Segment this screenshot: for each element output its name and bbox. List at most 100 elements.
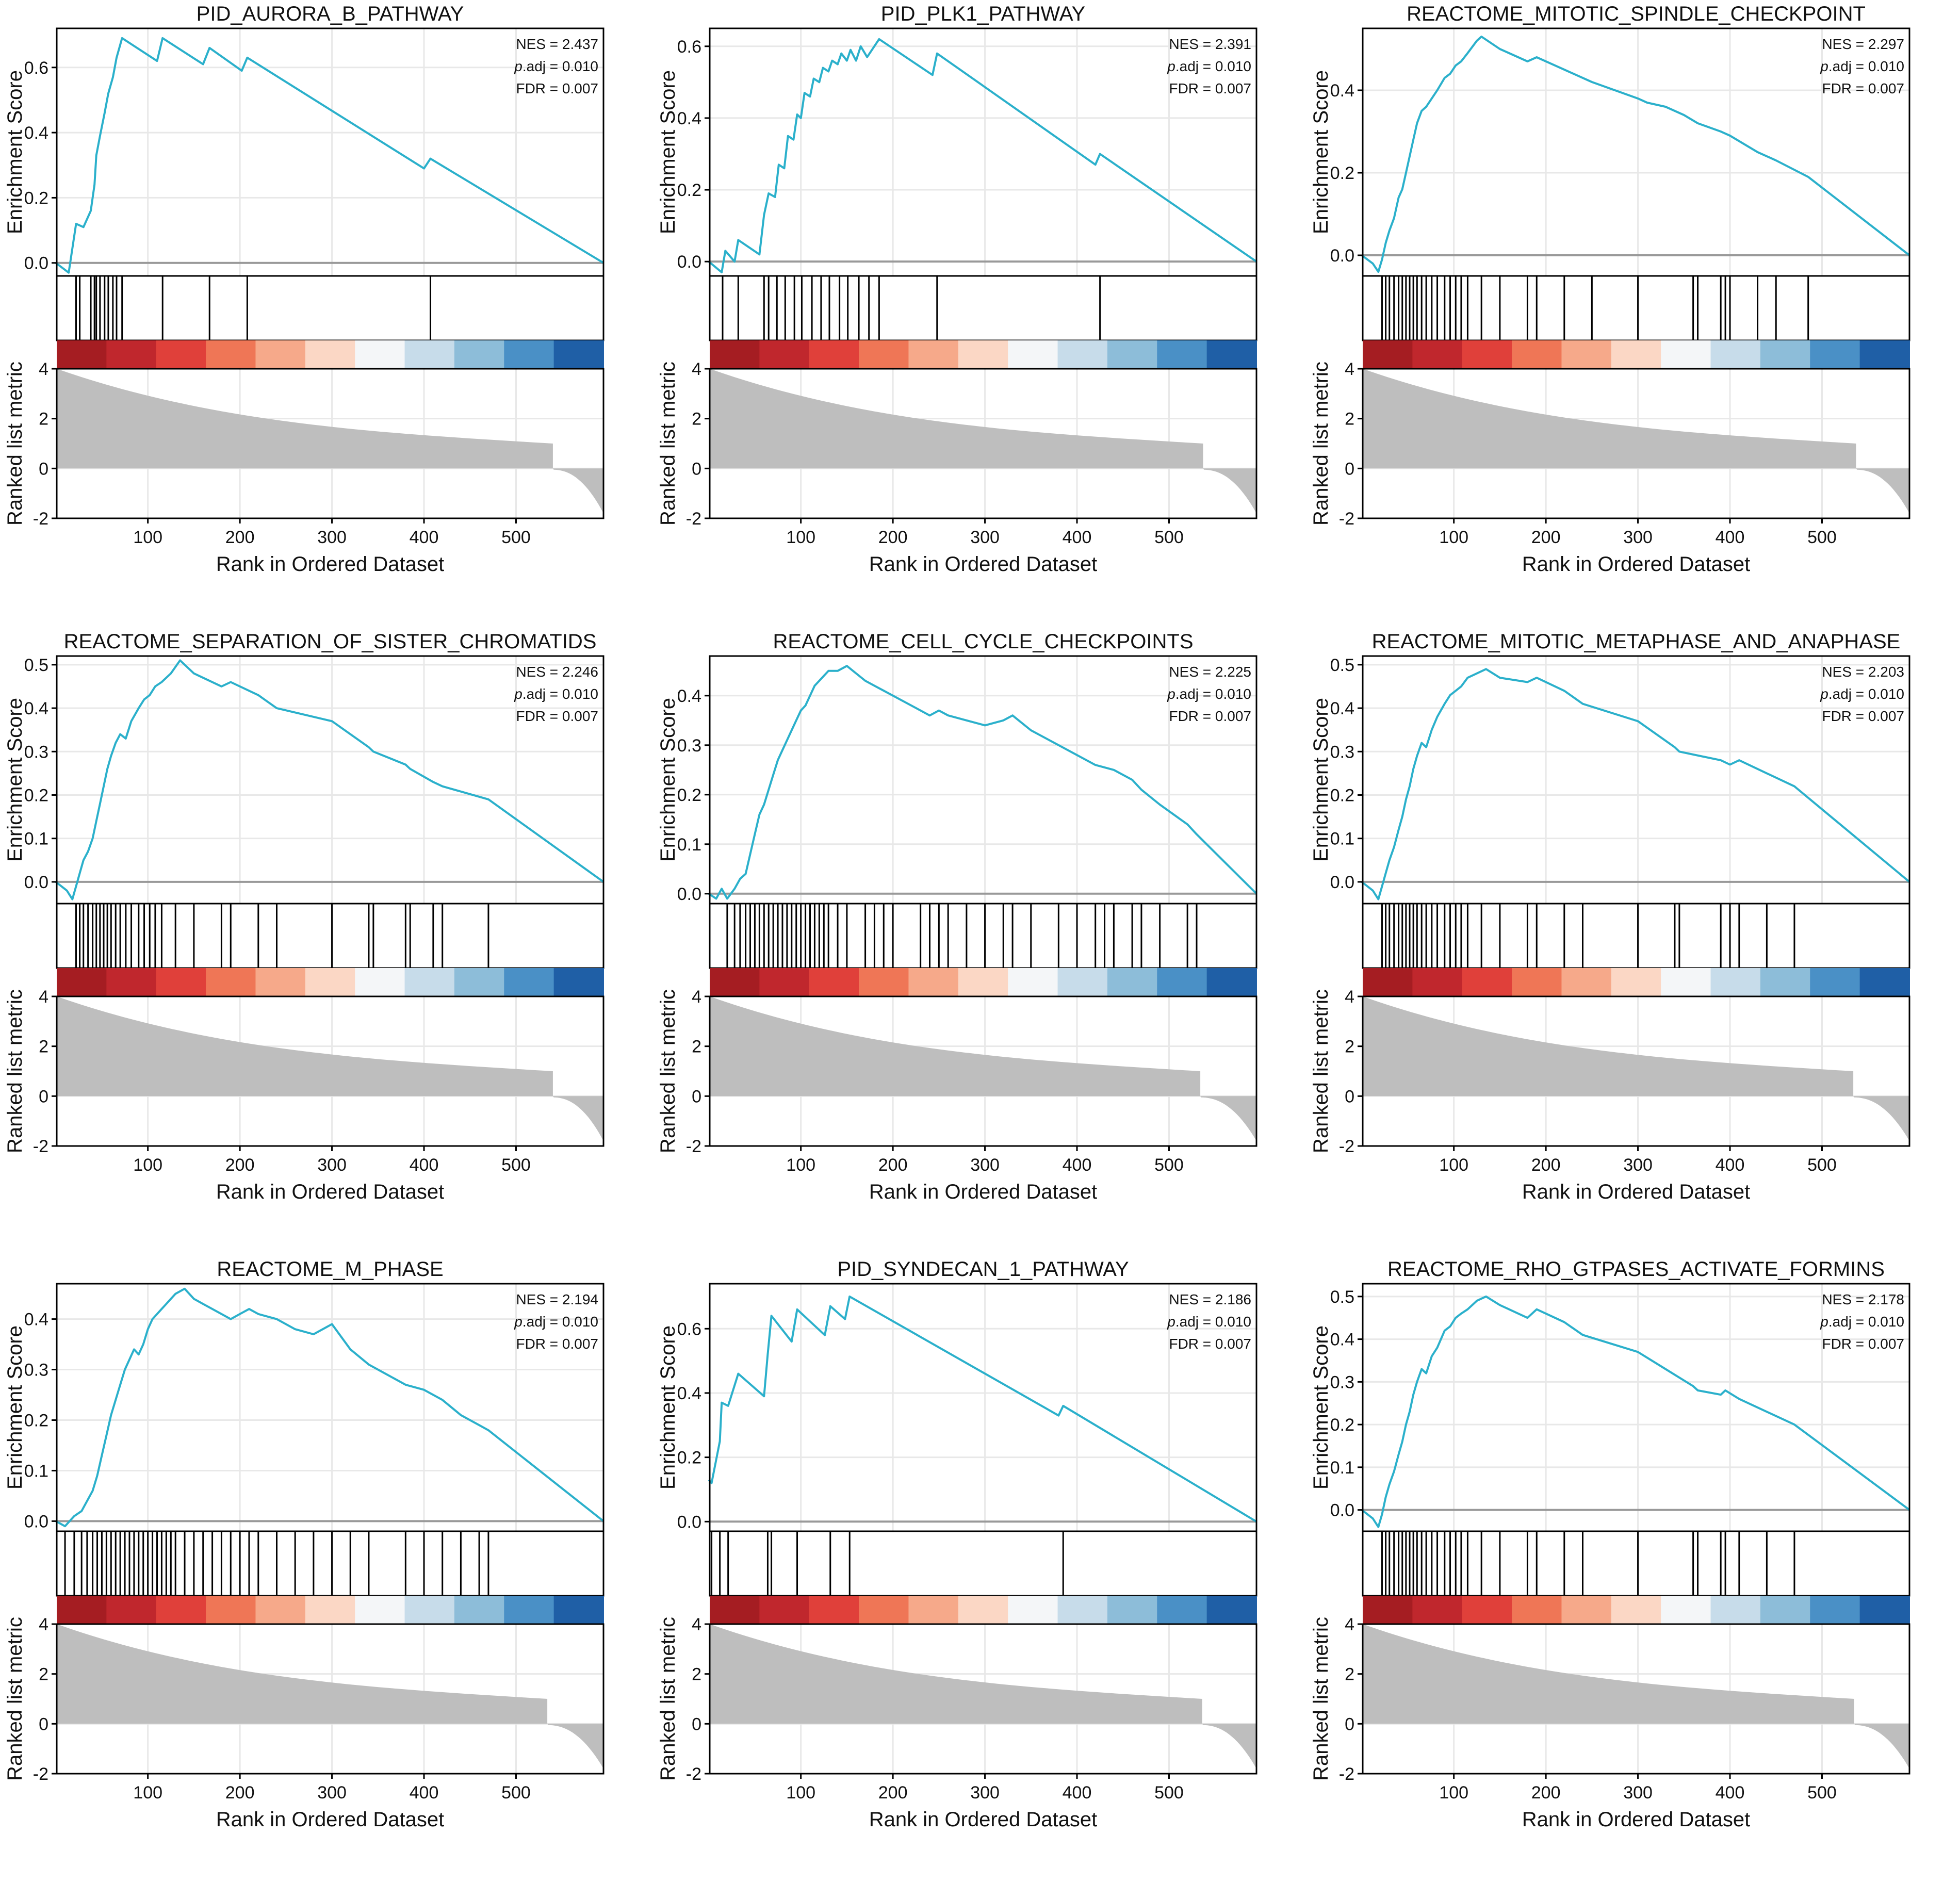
y-tick-label: 0 [1345,1087,1354,1106]
heat-segment [710,1596,760,1624]
padj-p: p [1820,58,1828,74]
y-tick-label: 0.2 [677,785,701,805]
nes-label: NES = 2.186 [1169,1291,1251,1307]
chart-title: REACTOME_RHO_GTPASES_ACTIVATE_FORMINS [1387,1258,1885,1281]
padj-value: = 0.010 [546,58,598,74]
fdr-label: FDR = 0.007 [1169,708,1251,724]
x-tick-label: 300 [1623,528,1653,547]
ranked-frame [1362,1623,1910,1775]
y-tick-label: 0.4 [24,123,48,143]
nes-label: NES = 2.437 [516,36,598,52]
x-tick-label: 400 [410,1155,439,1175]
y-tick-label: 4 [39,987,48,1007]
heat-segment [1810,340,1860,369]
fdr-label: FDR = 0.007 [516,80,598,96]
fdr-label: FDR = 0.007 [516,1336,598,1352]
ranked-metric-area [57,996,603,1141]
gsea-panel: REACTOME_MITOTIC_SPINDLE_CHECKPOINT 0.0 0.… [1306,0,1959,628]
heat-segment [1810,968,1860,996]
heat-segment [106,1596,157,1624]
x-axis-label: Rank in Ordered Dataset [869,553,1097,576]
x-axis-label: Rank in Ordered Dataset [216,1808,444,1831]
heat-segment [305,968,356,996]
x-tick-label: 200 [878,1783,908,1803]
y-tick-label: 0.2 [24,1411,48,1430]
heat-segment [553,340,604,369]
x-tick-label: 200 [225,528,255,547]
gsea-panel: PID_SYNDECAN_1_PATHWAY 0.0 0.2 0.4 0.6 Enrich… [653,1255,1306,1883]
heat-segment [1611,340,1662,369]
y-tick-label: 0 [1345,1714,1354,1734]
y-tick-label: 4 [1345,1615,1354,1634]
heat-segment [1157,1596,1207,1624]
heat-segment [57,968,107,996]
heat-segment [1859,1596,1910,1624]
heat-segment [404,340,455,369]
heat-segment [1157,968,1207,996]
y-tick-label: 0.4 [1330,699,1354,718]
padj-label: p.adj = 0.010 [1167,58,1251,74]
y-axis-label-es: Enrichment Score [1310,70,1332,234]
heat-segment [759,968,810,996]
y-axis-label-ranked: Ranked list metric [1310,362,1332,526]
ranked-frame [709,1623,1257,1775]
ranked-metric-area [1363,1624,1909,1769]
y-tick-label: 0.4 [1330,1330,1354,1350]
heat-segment [1611,1596,1662,1624]
x-axis-label: Rank in Ordered Dataset [1522,553,1750,576]
heat-segment [908,1596,959,1624]
heat-segment [454,1596,505,1624]
heat-segment [255,1596,306,1624]
x-tick-label: 300 [1623,1783,1653,1803]
heat-segment [1710,340,1761,369]
y-tick-label: 0.3 [1330,742,1354,762]
y-axis-label-es: Enrichment Score [4,1325,26,1489]
x-tick-label: 500 [1807,1783,1837,1803]
y-tick-label: 4 [1345,987,1354,1007]
x-axis-label: Rank in Ordered Dataset [216,553,444,576]
x-tick-label: 100 [1439,528,1468,547]
y-axis-label-es: Enrichment Score [657,70,679,234]
y-tick-label: 0.5 [1330,1287,1354,1307]
heat-segment [1462,1596,1513,1624]
y-axis-label-ranked: Ranked list metric [4,362,26,526]
chart-title: PID_SYNDECAN_1_PATHWAY [837,1258,1129,1281]
heat-segment [908,340,959,369]
y-tick-label: 0.2 [1330,163,1354,183]
heat-segment [1157,340,1207,369]
x-tick-label: 300 [1623,1155,1653,1175]
heat-segment [1206,1596,1257,1624]
gsea-chart: REACTOME_MITOTIC_METAPHASE_AND_ANAPHASE 0… [1310,630,1910,1203]
padj-suffix: .adj [1828,1314,1852,1330]
heat-segment [305,1596,356,1624]
y-tick-label: 0.4 [677,109,701,128]
heat-segment [206,340,256,369]
heat-segment [1057,1596,1108,1624]
y-tick-label: -2 [1339,1137,1354,1156]
gsea-panel: PID_AURORA_B_PATHWAY 0.0 0.2 0.4 0.6 Enrichme… [0,0,653,628]
gsea-panel: REACTOME_CELL_CYCLE_CHECKPOINTS 0.0 0.1 0.2… [653,628,1306,1255]
x-tick-label: 500 [1154,528,1184,547]
heat-segment [206,968,256,996]
x-tick-label: 400 [410,528,439,547]
y-tick-label: 2 [1345,1665,1354,1684]
x-tick-label: 200 [225,1155,255,1175]
x-tick-label: 500 [1154,1155,1184,1175]
padj-value: = 0.010 [546,686,598,702]
heat-segment [1206,340,1257,369]
heat-segment [1412,340,1463,369]
padj-suffix: .adj [1175,58,1199,74]
y-tick-label: 2 [39,410,48,429]
padj-p: p [1167,1314,1175,1330]
gsea-chart: REACTOME_RHO_GTPASES_ACTIVATE_FORMINS 0.0… [1310,1258,1910,1831]
padj-suffix: .adj [1828,686,1852,702]
heat-segment [1512,968,1562,996]
heat-segment [156,340,207,369]
enrichment-score-curve [1361,36,1910,273]
y-tick-label: -2 [686,1137,701,1156]
heat-segment [809,1596,860,1624]
heat-segment [1561,968,1612,996]
y-axis-label-ranked: Ranked list metric [657,1617,679,1781]
y-tick-label: 0.2 [677,181,701,200]
heat-segment [1206,968,1257,996]
